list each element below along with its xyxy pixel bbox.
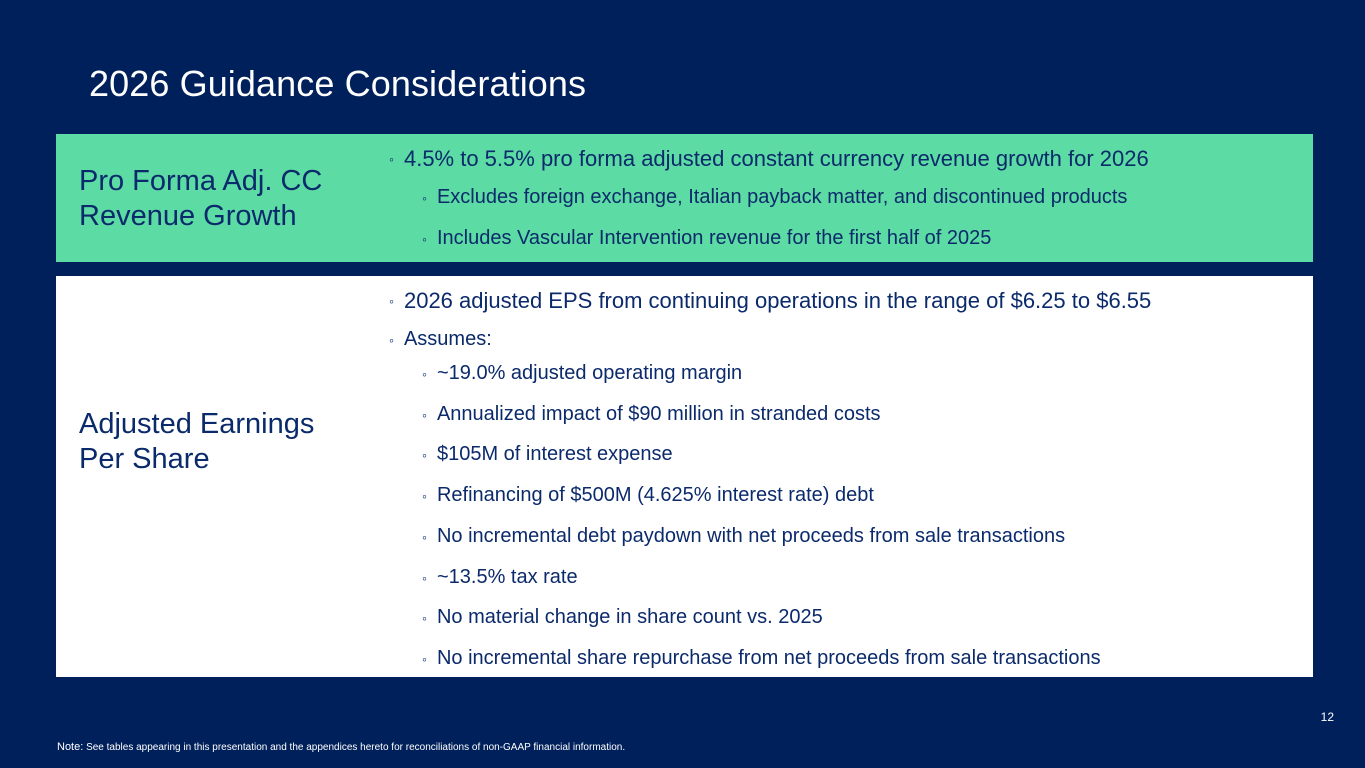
revenue-sub-bullet-text: Excludes foreign exchange, Italian payba… xyxy=(436,186,1128,208)
assumption-text: Annualized impact of $90 million in stra… xyxy=(436,403,881,425)
bullet-icon: ◦ xyxy=(422,528,427,545)
bullet-icon: ◦ xyxy=(389,151,394,167)
assumption-item: ◦ ~13.5% tax rate xyxy=(422,566,578,589)
footnote-label: Note: xyxy=(57,741,84,753)
assumption-item: ◦ $105M of interest expense xyxy=(422,443,673,466)
eps-label-line1: Adjusted Earnings xyxy=(79,408,315,440)
revenue-label-line1: Pro Forma Adj. CC xyxy=(79,165,323,197)
bullet-icon: ◦ xyxy=(389,331,394,348)
bullet-icon: ◦ xyxy=(422,406,427,423)
eps-main-bullet-text: 2026 adjusted EPS from continuing operat… xyxy=(403,288,1152,313)
eps-panel: Adjusted Earnings Per Share ◦ 2026 adjus… xyxy=(56,276,1313,677)
bullet-icon: ◦ xyxy=(422,446,427,463)
bullet-icon: ◦ xyxy=(422,609,427,626)
footnote-text: See tables appearing in this presentatio… xyxy=(86,742,626,753)
bullet-icon: ◦ xyxy=(422,569,427,586)
assumption-text: Refinancing of $500M (4.625% interest ra… xyxy=(436,484,874,506)
assumption-text: ~19.0% adjusted operating margin xyxy=(436,362,743,384)
assumption-text: No material change in share count vs. 20… xyxy=(436,606,823,628)
assumption-item: ◦ No incremental share repurchase from n… xyxy=(422,647,1101,670)
bullet-icon: ◦ xyxy=(389,293,394,309)
bullet-icon: ◦ xyxy=(422,230,427,247)
footnote: Note: See tables appearing in this prese… xyxy=(57,741,625,753)
revenue-label-line2: Revenue Growth xyxy=(79,200,297,232)
revenue-sub-bullet: ◦ Includes Vascular Intervention revenue… xyxy=(422,227,991,250)
bullet-icon: ◦ xyxy=(422,189,427,206)
assumption-text: $105M of interest expense xyxy=(436,443,673,465)
bullet-icon: ◦ xyxy=(422,365,427,382)
revenue-main-bullet: ◦ 4.5% to 5.5% pro forma adjusted consta… xyxy=(389,146,1149,172)
assumption-text: No incremental share repurchase from net… xyxy=(436,647,1101,669)
eps-label: Adjusted Earnings Per Share xyxy=(79,407,314,477)
assumption-item: ◦ Refinancing of $500M (4.625% interest … xyxy=(422,484,874,507)
assumption-item: ◦ No incremental debt paydown with net p… xyxy=(422,525,1065,548)
assumption-item: ◦ No material change in share count vs. … xyxy=(422,606,823,629)
page-number: 12 xyxy=(1320,710,1334,724)
eps-main-bullet: ◦ 2026 adjusted EPS from continuing oper… xyxy=(389,288,1151,314)
revenue-growth-panel: Pro Forma Adj. CC Revenue Growth ◦ 4.5% … xyxy=(56,134,1313,262)
revenue-growth-label: Pro Forma Adj. CC Revenue Growth xyxy=(79,164,322,234)
revenue-sub-bullet: ◦ Excludes foreign exchange, Italian pay… xyxy=(422,186,1127,209)
bullet-icon: ◦ xyxy=(422,650,427,667)
assumes-bullet: ◦ Assumes: xyxy=(389,328,492,351)
assumption-text: No incremental debt paydown with net pro… xyxy=(436,525,1066,547)
revenue-sub-bullet-text: Includes Vascular Intervention revenue f… xyxy=(436,227,992,249)
eps-label-line2: Per Share xyxy=(79,443,210,475)
revenue-main-bullet-text: 4.5% to 5.5% pro forma adjusted constant… xyxy=(403,146,1149,171)
slide-title: 2026 Guidance Considerations xyxy=(89,63,587,104)
assumption-item: ◦ Annualized impact of $90 million in st… xyxy=(422,403,881,426)
assumption-item: ◦ ~19.0% adjusted operating margin xyxy=(422,362,742,385)
assumes-label: Assumes: xyxy=(403,328,492,350)
assumption-text: ~13.5% tax rate xyxy=(436,566,578,588)
bullet-icon: ◦ xyxy=(422,487,427,504)
